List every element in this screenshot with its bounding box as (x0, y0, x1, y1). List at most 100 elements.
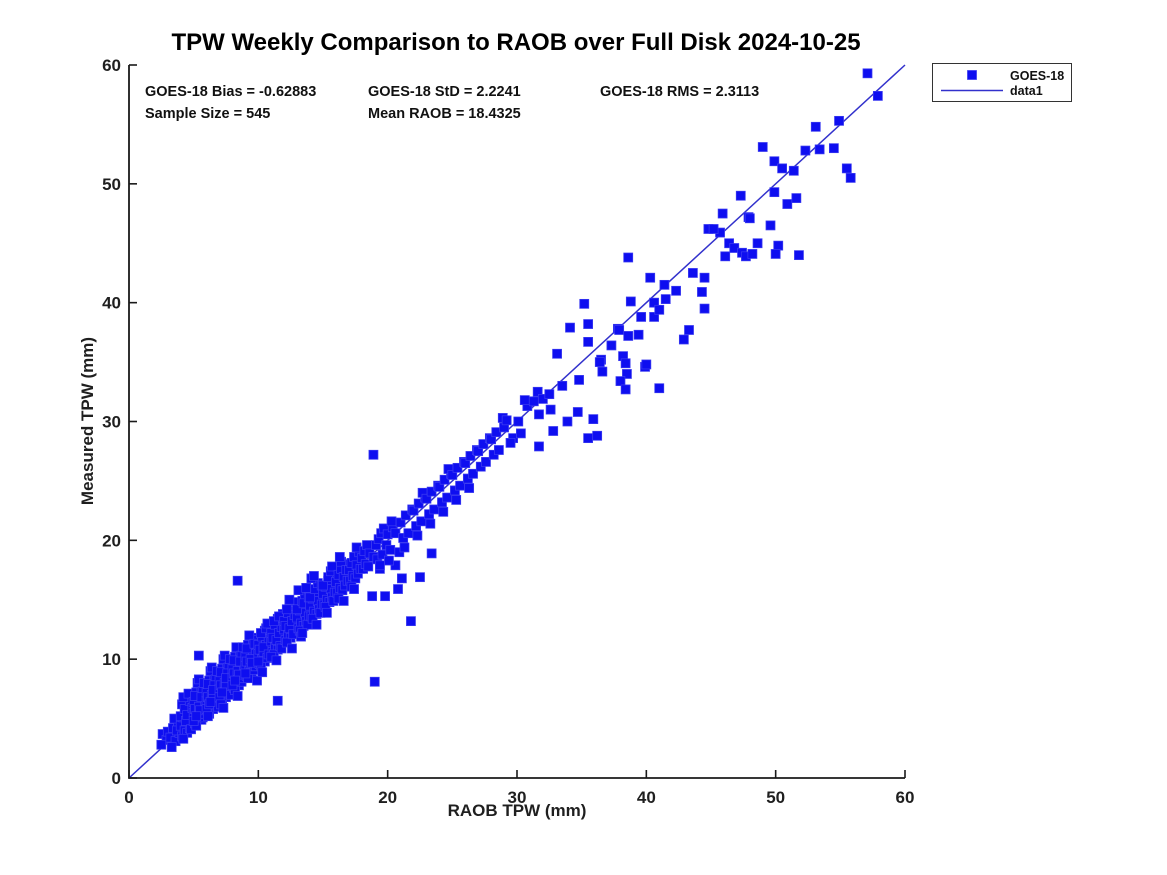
scatter-point (708, 224, 719, 234)
scatter-point (834, 115, 844, 126)
scatter-point (788, 165, 799, 176)
axis-lines (128, 65, 905, 779)
scatter-point (156, 739, 167, 750)
scatter-point (272, 695, 283, 706)
scatter-point (744, 213, 755, 224)
stat-bias: GOES-18 Bias = -0.62883 (145, 84, 316, 100)
scatter-point (297, 628, 308, 638)
scatter-point (468, 468, 478, 479)
scatter-point (557, 380, 568, 391)
stat-rms: GOES-18 RMS = 2.3113 (600, 84, 759, 100)
scatter-point (218, 703, 229, 713)
scatter-point (623, 331, 634, 341)
scatter-point (406, 616, 416, 627)
scatter-point (534, 409, 544, 420)
scatter-point (594, 357, 605, 367)
scatter-point (654, 304, 665, 315)
scatter-point (660, 294, 671, 304)
scatter-point (369, 676, 380, 687)
x-axis-label: RAOB TPW (mm) (448, 801, 587, 820)
scatter-point (862, 68, 873, 79)
scatter-point (699, 272, 710, 283)
scatter-point (794, 250, 804, 261)
scatter-point (782, 199, 793, 209)
scatter-point (473, 446, 484, 457)
scatter-point (720, 251, 731, 262)
scatter-point (434, 481, 445, 492)
scatter-point (287, 643, 297, 654)
scatter-point (592, 430, 603, 441)
scatter-point (397, 573, 407, 584)
scatter-point (240, 668, 251, 679)
x-tick-label: 0 (124, 788, 133, 807)
scatter-point (791, 193, 802, 203)
scatter-point (367, 591, 378, 602)
scatter-point (622, 369, 632, 379)
scatter-point (770, 249, 781, 259)
scatter-point (363, 561, 374, 572)
scatter-point (765, 220, 776, 231)
scatter-point (717, 208, 728, 219)
scatter-point (534, 441, 544, 452)
scatter-point (572, 407, 583, 417)
scatter-point (232, 691, 243, 701)
scatter-point (636, 312, 647, 322)
scatter-point (528, 396, 539, 407)
scatter-point (486, 434, 497, 445)
scatter-point (271, 655, 282, 666)
scatter-point (583, 433, 594, 444)
scatter-point (516, 428, 526, 439)
stat-std: GOES-18 StD = 2.2241 (368, 84, 521, 100)
scatter-point (395, 517, 406, 528)
scatter-point (501, 415, 512, 426)
scatter-point (769, 156, 780, 167)
scatter-point (384, 555, 394, 566)
scatter-point (217, 687, 227, 698)
scatter-point (284, 594, 295, 605)
scatter-point (688, 268, 698, 278)
scatter-point (230, 675, 240, 686)
legend-border (932, 63, 1072, 102)
scatter-point (393, 584, 403, 594)
scatter-point (588, 414, 599, 424)
scatter-point (193, 650, 204, 661)
scatter-point (777, 163, 788, 174)
scatter-point (380, 591, 390, 602)
scatter-point (606, 340, 617, 351)
chart-title: TPW Weekly Comparison to RAOB over Full … (171, 29, 860, 56)
scatter-point (552, 348, 562, 359)
y-tick-label: 50 (102, 175, 121, 194)
scatter-point (425, 518, 436, 529)
x-tick-label: 40 (637, 788, 656, 807)
scatter-point (257, 667, 268, 678)
scatter-point (408, 505, 419, 516)
scatter-point (649, 297, 659, 308)
scatter-point (481, 457, 491, 467)
x-tick-label: 10 (249, 788, 268, 807)
scatter-point (494, 445, 504, 455)
scatter-point (752, 238, 763, 249)
scatter-point (519, 395, 530, 405)
scatter-point (583, 319, 594, 329)
y-tick-label: 60 (102, 56, 121, 75)
scatter-point (385, 544, 396, 555)
scatter-point (845, 173, 856, 183)
y-tick-label: 30 (102, 413, 121, 432)
scatter-point (615, 376, 626, 386)
scatter-point (451, 495, 462, 505)
scatter-point (203, 711, 213, 722)
scatter-point (232, 575, 243, 586)
scatter-point (309, 571, 319, 581)
scatter-point (625, 296, 636, 307)
scatter-point (513, 416, 524, 427)
scatter-point (447, 470, 458, 480)
x-tick-label: 30 (508, 788, 527, 807)
scatter-point (583, 337, 594, 347)
scatter-point (464, 483, 475, 493)
scatter-point (773, 240, 784, 251)
legend-marker-icon (967, 70, 977, 80)
scatter-point (747, 249, 758, 259)
scatter-point (623, 252, 634, 263)
scatter-point (505, 438, 516, 448)
